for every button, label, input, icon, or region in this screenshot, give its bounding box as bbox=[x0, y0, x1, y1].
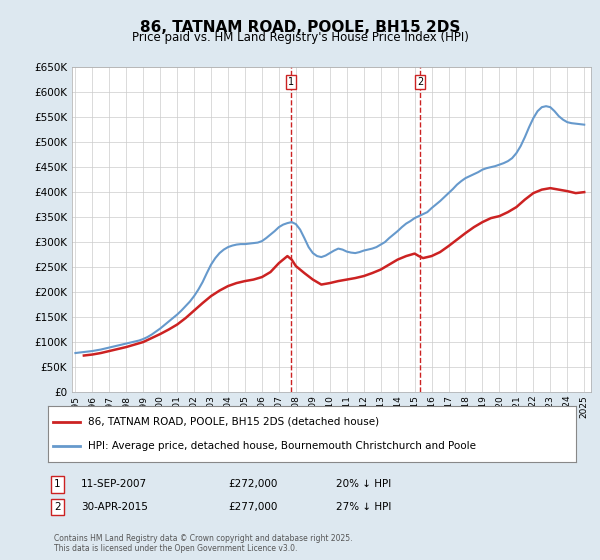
Text: 86, TATNAM ROAD, POOLE, BH15 2DS (detached house): 86, TATNAM ROAD, POOLE, BH15 2DS (detach… bbox=[88, 417, 379, 427]
Text: 1: 1 bbox=[54, 479, 61, 489]
Text: 2: 2 bbox=[54, 502, 61, 512]
Text: 20% ↓ HPI: 20% ↓ HPI bbox=[336, 479, 391, 489]
Text: £272,000: £272,000 bbox=[228, 479, 277, 489]
Text: Price paid vs. HM Land Registry's House Price Index (HPI): Price paid vs. HM Land Registry's House … bbox=[131, 31, 469, 44]
Text: £277,000: £277,000 bbox=[228, 502, 277, 512]
Text: HPI: Average price, detached house, Bournemouth Christchurch and Poole: HPI: Average price, detached house, Bour… bbox=[88, 441, 476, 451]
Text: 86, TATNAM ROAD, POOLE, BH15 2DS: 86, TATNAM ROAD, POOLE, BH15 2DS bbox=[140, 20, 460, 35]
Text: Contains HM Land Registry data © Crown copyright and database right 2025.
This d: Contains HM Land Registry data © Crown c… bbox=[54, 534, 353, 553]
Text: 1: 1 bbox=[287, 77, 293, 87]
Text: 27% ↓ HPI: 27% ↓ HPI bbox=[336, 502, 391, 512]
Text: 30-APR-2015: 30-APR-2015 bbox=[81, 502, 148, 512]
Text: 11-SEP-2007: 11-SEP-2007 bbox=[81, 479, 147, 489]
Text: 2: 2 bbox=[417, 77, 424, 87]
